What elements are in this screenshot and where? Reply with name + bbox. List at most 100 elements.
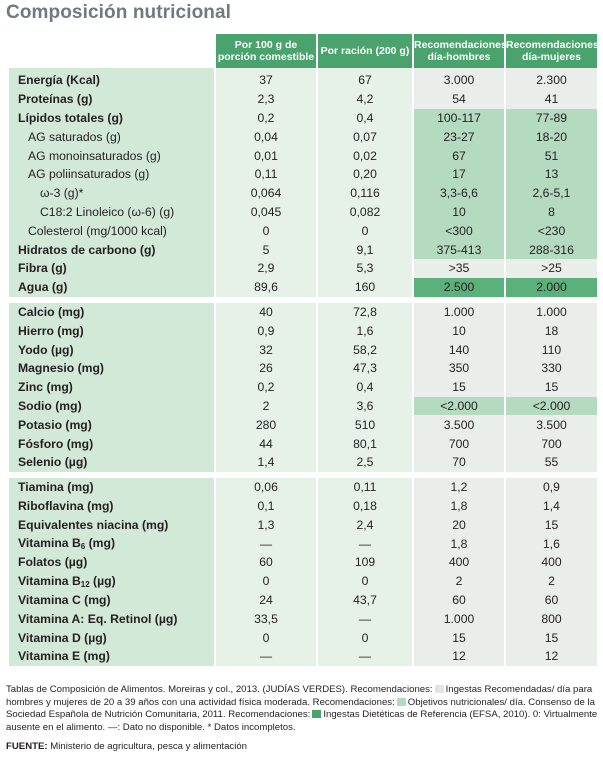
table-row: Agua (g) 89,6 160 2.500 2.000 xyxy=(9,277,597,297)
value-per-ration: 0,18 xyxy=(316,496,412,516)
table-row: AG poliinsaturados (g) 0,11 0,20 17 13 xyxy=(9,164,597,184)
table-row: Folatos (µg) 60 109 400 400 xyxy=(9,552,597,572)
value-per-100g: 0,2 xyxy=(214,108,316,128)
value-per-100g: 60 xyxy=(214,552,316,572)
table-row: Calcio (mg) 40 72,8 1.000 1.000 xyxy=(9,302,597,322)
rec-women-value: >25 xyxy=(504,258,597,278)
rec-men-value: 10 xyxy=(412,321,504,341)
rec-men-value: 350 xyxy=(412,358,504,378)
rec-men-value: <300 xyxy=(412,221,504,241)
nutrient-label: AG saturados (g) xyxy=(9,127,214,147)
value-per-100g: 0,1 xyxy=(214,496,316,516)
rec-women-value: 2.000 xyxy=(504,277,597,297)
value-per-ration: 2,4 xyxy=(316,515,412,535)
value-per-100g: 0 xyxy=(214,571,316,591)
rec-women-value: 55 xyxy=(504,452,597,472)
table-row: Vitamina B6 (mg) — —1,8 1,6 xyxy=(9,534,597,553)
value-per-100g: 89,6 xyxy=(214,277,316,297)
rec-men-value: 140 xyxy=(412,340,504,359)
section-spacer xyxy=(9,471,597,478)
value-per-100g: — xyxy=(214,534,316,553)
rec-women-value: 18 xyxy=(504,321,597,341)
table-header-row: Por 100 g de porción comestible Por raci… xyxy=(9,34,599,68)
value-per-100g: 280 xyxy=(214,415,316,435)
value-per-100g: 2,3 xyxy=(214,89,316,109)
rec-women-value: 60 xyxy=(504,590,597,610)
table-row: Energía (Kcal) 37 67 3.000 2.300 xyxy=(9,68,597,90)
value-per-100g: 0,064 xyxy=(214,183,316,203)
rec-men-value: 400 xyxy=(412,552,504,572)
rec-men-value: 12 xyxy=(412,646,504,666)
value-per-100g: 24 xyxy=(214,590,316,610)
rec-women-value: 18-20 xyxy=(504,127,597,147)
rec-men-value: 2.500 xyxy=(412,277,504,297)
rec-women-value: 15 xyxy=(504,628,597,647)
rec-women-value: 400 xyxy=(504,552,597,572)
value-per-ration: 0,20 xyxy=(316,164,412,184)
nutrient-label: Vitamina A: Eq. Retinol (µg) xyxy=(9,609,214,629)
rec-men-value: 375-413 xyxy=(412,240,504,259)
source-credit: FUENTE: Ministerio de agricultura, pesca… xyxy=(6,741,247,752)
rec-women-value: 1,4 xyxy=(504,496,597,516)
rec-women-value: 77-89 xyxy=(504,108,597,128)
table-row: C18:2 Linoleico (ω-6) (g) 0,045 0,082 10 8 xyxy=(9,202,597,222)
rec-men-value: 3.000 xyxy=(412,68,504,90)
header-rec-men: Recomendaciones día-hombres xyxy=(412,34,507,68)
rec-women-value: 2.300 xyxy=(504,68,597,90)
value-per-ration: 0,116 xyxy=(316,183,412,203)
value-per-ration: 1,6 xyxy=(316,321,412,341)
value-per-100g: 26 xyxy=(214,358,316,378)
value-per-100g: — xyxy=(214,646,316,666)
value-per-ration: 0,07 xyxy=(316,127,412,147)
rec-men-value: 60 xyxy=(412,590,504,610)
nutrient-label: Colesterol (mg/1000 kcal) xyxy=(9,221,214,241)
rec-men-value: 17 xyxy=(412,164,504,184)
value-per-ration: 9,1 xyxy=(316,240,412,259)
value-per-100g: 0,11 xyxy=(214,164,316,184)
nutrient-label: Proteínas (g) xyxy=(9,89,214,109)
value-per-ration: 47,3 xyxy=(316,358,412,378)
nutrient-label: Vitamina B6 (mg) xyxy=(9,534,214,553)
nutrient-label: Riboflavina (mg) xyxy=(9,496,214,516)
value-per-ration: 160 xyxy=(316,277,412,297)
nutrient-label: Vitamina B12 (µg) xyxy=(9,571,214,591)
nutrient-label: C18:2 Linoleico (ω-6) (g) xyxy=(9,202,214,222)
table-row: Vitamina D (µg) 0 0 15 15 xyxy=(9,628,597,647)
rec-men-value: 54 xyxy=(412,89,504,109)
value-per-ration: 43,7 xyxy=(316,590,412,610)
nutrient-label: Calcio (mg) xyxy=(9,302,214,322)
value-per-ration: 4,2 xyxy=(316,89,412,109)
rec-men-value: 3.500 xyxy=(412,415,504,435)
table-row: Lípidos totales (g) 0,2 0,4 100-117 77-89 xyxy=(9,108,597,128)
legend-swatch-ingestas-dieteticas xyxy=(312,710,322,719)
rec-women-value: 700 xyxy=(504,434,597,453)
nutrient-label: Sodio (mg) xyxy=(9,396,214,416)
value-per-ration: — xyxy=(316,534,412,553)
nutrient-label: Hidratos de carbono (g) xyxy=(9,240,214,259)
header-per-100g: Por 100 g de porción comestible xyxy=(214,34,316,68)
value-per-ration: 72,8 xyxy=(316,302,412,322)
value-per-100g: 37 xyxy=(214,68,316,90)
value-per-ration: 0,082 xyxy=(316,202,412,222)
nutrient-label: Vitamina D (µg) xyxy=(9,628,214,647)
rec-women-value: 288-316 xyxy=(504,240,597,259)
value-per-100g: 2 xyxy=(214,396,316,416)
rec-men-value: 10 xyxy=(412,202,504,222)
nutrient-label: AG poliinsaturados (g) xyxy=(9,164,214,184)
rec-men-value: 67 xyxy=(412,146,504,165)
notes-legend3: Ingestas Dietéticas de Referencia (EFSA,… xyxy=(6,709,598,733)
rec-men-value: 700 xyxy=(412,434,504,453)
table-row: Vitamina B12 (µg) 0 0 2 2 xyxy=(9,571,597,591)
rec-women-value: <230 xyxy=(504,221,597,241)
header-blank xyxy=(9,34,214,68)
table-row: Hidratos de carbono (g) 5 9,1 375-413 288-31… xyxy=(9,240,597,259)
value-per-ration: 0,02 xyxy=(316,146,412,165)
value-per-ration: — xyxy=(316,609,412,629)
nutrient-label: Potasio (mg) xyxy=(9,415,214,435)
table-row: AG saturados (g) 0,04 0,07 23-27 18-20 xyxy=(9,127,597,147)
rec-women-value: <2.000 xyxy=(504,396,597,416)
value-per-ration: 0 xyxy=(316,628,412,647)
rec-women-value: 2 xyxy=(504,571,597,591)
value-per-ration: 2,5 xyxy=(316,452,412,472)
value-per-ration: 3,6 xyxy=(316,396,412,416)
